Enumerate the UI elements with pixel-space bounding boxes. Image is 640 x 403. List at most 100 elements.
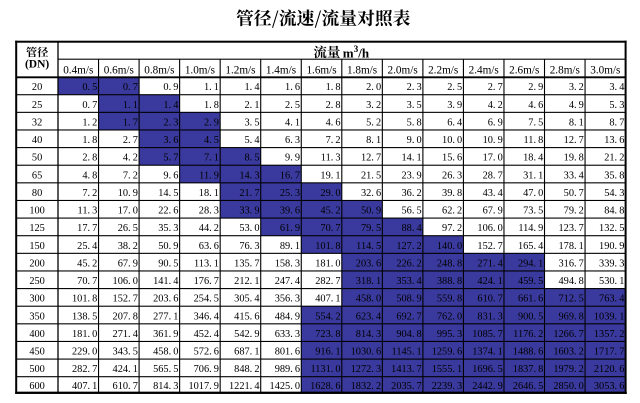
svg-text:305. 4: 305. 4 — [234, 294, 260, 305]
svg-text:181. 0: 181. 0 — [72, 329, 97, 340]
svg-text:2. 7: 2. 7 — [488, 82, 503, 93]
svg-text:1. 8: 1. 8 — [204, 100, 219, 111]
svg-text:1. 1: 1. 1 — [123, 100, 138, 111]
svg-text:76. 3: 76. 3 — [239, 241, 259, 252]
svg-text:101. 8: 101. 8 — [72, 294, 97, 305]
svg-text:10. 9: 10. 9 — [118, 188, 138, 199]
svg-text:14. 5: 14. 5 — [158, 188, 178, 199]
svg-text:106. 0: 106. 0 — [477, 223, 502, 234]
svg-text:21. 2: 21. 2 — [604, 153, 624, 164]
svg-text:m3/h: m3/h — [343, 45, 370, 60]
svg-text:318. 1: 318. 1 — [356, 276, 381, 287]
svg-text:11. 3: 11. 3 — [78, 206, 98, 217]
svg-text:458. 0: 458. 0 — [356, 294, 381, 305]
svg-text:100: 100 — [29, 206, 45, 217]
svg-text:3. 6: 3. 6 — [163, 135, 178, 146]
svg-text:388. 8: 388. 8 — [437, 276, 462, 287]
svg-text:484. 9: 484. 9 — [275, 311, 300, 322]
svg-text:152. 7: 152. 7 — [477, 241, 502, 252]
svg-text:79. 5: 79. 5 — [361, 223, 381, 234]
svg-text:1837. 8: 1837. 8 — [513, 364, 544, 375]
svg-text:633. 3: 633. 3 — [275, 329, 300, 340]
svg-text:814. 3: 814. 3 — [356, 329, 381, 340]
svg-text:89. 1: 89. 1 — [280, 241, 300, 252]
svg-text:50: 50 — [32, 153, 42, 164]
svg-text:28. 7: 28. 7 — [483, 170, 503, 181]
svg-text:3. 4: 3. 4 — [609, 82, 625, 93]
svg-text:47. 0: 47. 0 — [523, 188, 543, 199]
svg-text:2. 7: 2. 7 — [123, 135, 138, 146]
svg-text:226. 2: 226. 2 — [396, 258, 421, 269]
svg-text:692. 7: 692. 7 — [396, 311, 421, 322]
svg-text:500: 500 — [29, 364, 45, 375]
svg-text:10. 0: 10. 0 — [442, 135, 462, 146]
svg-text:84. 8: 84. 8 — [604, 206, 624, 217]
svg-text:25: 25 — [32, 100, 42, 111]
svg-text:0. 7: 0. 7 — [82, 100, 97, 111]
svg-text:2646. 5: 2646. 5 — [513, 381, 544, 392]
svg-text:0. 9: 0. 9 — [163, 82, 178, 93]
svg-text:1. 2: 1. 2 — [82, 117, 97, 128]
svg-text:712. 5: 712. 5 — [559, 294, 584, 305]
svg-text:271. 4: 271. 4 — [113, 329, 139, 340]
svg-text:12. 7: 12. 7 — [361, 153, 381, 164]
svg-text:801. 6: 801. 6 — [275, 347, 300, 358]
svg-text:565. 5: 565. 5 — [153, 364, 178, 375]
svg-text:50. 9: 50. 9 — [361, 206, 381, 217]
svg-text:1017. 9: 1017. 9 — [188, 381, 219, 392]
svg-text:4. 6: 4. 6 — [528, 100, 543, 111]
svg-text:32. 6: 32. 6 — [361, 188, 381, 199]
svg-text:1.8m/s: 1.8m/s — [347, 65, 377, 77]
svg-text:1555. 1: 1555. 1 — [432, 364, 463, 375]
svg-text:3. 2: 3. 2 — [569, 82, 584, 93]
svg-text:5. 8: 5. 8 — [407, 117, 422, 128]
svg-text:132. 5: 132. 5 — [599, 223, 624, 234]
svg-text:3. 9: 3. 9 — [447, 100, 462, 111]
svg-text:114. 5: 114. 5 — [356, 241, 381, 252]
svg-text:1259. 6: 1259. 6 — [432, 347, 463, 358]
svg-text:33. 4: 33. 4 — [564, 170, 585, 181]
svg-text:17. 0: 17. 0 — [483, 153, 503, 164]
svg-text:150: 150 — [29, 241, 45, 252]
svg-text:2. 5: 2. 5 — [447, 82, 462, 93]
svg-text:1. 8: 1. 8 — [326, 82, 341, 93]
svg-text:762. 0: 762. 0 — [437, 311, 462, 322]
svg-text:101. 8: 101. 8 — [315, 241, 340, 252]
svg-text:203. 6: 203. 6 — [153, 294, 178, 305]
svg-text:36. 2: 36. 2 — [402, 188, 422, 199]
svg-text:1413. 7: 1413. 7 — [391, 364, 422, 375]
svg-text:4. 8: 4. 8 — [82, 170, 97, 181]
svg-text:22. 6: 22. 6 — [158, 206, 178, 217]
svg-text:247. 4: 247. 4 — [275, 276, 301, 287]
svg-text:452. 4: 452. 4 — [194, 329, 220, 340]
svg-text:424. 1: 424. 1 — [477, 276, 502, 287]
svg-text:1085. 7: 1085. 7 — [472, 329, 503, 340]
svg-text:706. 9: 706. 9 — [194, 364, 219, 375]
svg-text:1832. 2: 1832. 2 — [351, 381, 382, 392]
svg-text:28. 3: 28. 3 — [199, 206, 219, 217]
svg-text:2.2m/s: 2.2m/s — [428, 65, 458, 77]
svg-text:39. 8: 39. 8 — [442, 188, 462, 199]
svg-text:135. 7: 135. 7 — [234, 258, 259, 269]
svg-text:572. 6: 572. 6 — [194, 347, 219, 358]
svg-text:10. 9: 10. 9 — [483, 135, 503, 146]
svg-text:21. 5: 21. 5 — [361, 170, 381, 181]
svg-text:916. 1: 916. 1 — [315, 347, 340, 358]
svg-text:63. 6: 63. 6 — [199, 241, 219, 252]
svg-text:0.6m/s: 0.6m/s — [104, 65, 134, 77]
svg-text:1131. 0: 1131. 0 — [310, 364, 340, 375]
svg-text:39. 6: 39. 6 — [280, 206, 300, 217]
svg-text:17. 7: 17. 7 — [77, 223, 97, 234]
svg-text:165. 4: 165. 4 — [518, 241, 544, 252]
svg-text:356. 3: 356. 3 — [275, 294, 300, 305]
svg-text:14. 3: 14. 3 — [239, 170, 259, 181]
svg-text:4. 6: 4. 6 — [326, 117, 341, 128]
svg-text:248. 8: 248. 8 — [437, 258, 462, 269]
svg-text:1696. 5: 1696. 5 — [472, 364, 503, 375]
svg-text:3. 5: 3. 5 — [407, 100, 422, 111]
svg-text:1374. 1: 1374. 1 — [472, 347, 503, 358]
svg-text:969. 8: 969. 8 — [559, 311, 584, 322]
svg-text:4. 2: 4. 2 — [123, 153, 138, 164]
svg-text:8. 1: 8. 1 — [366, 135, 381, 146]
svg-text:1628. 6: 1628. 6 — [310, 381, 341, 392]
